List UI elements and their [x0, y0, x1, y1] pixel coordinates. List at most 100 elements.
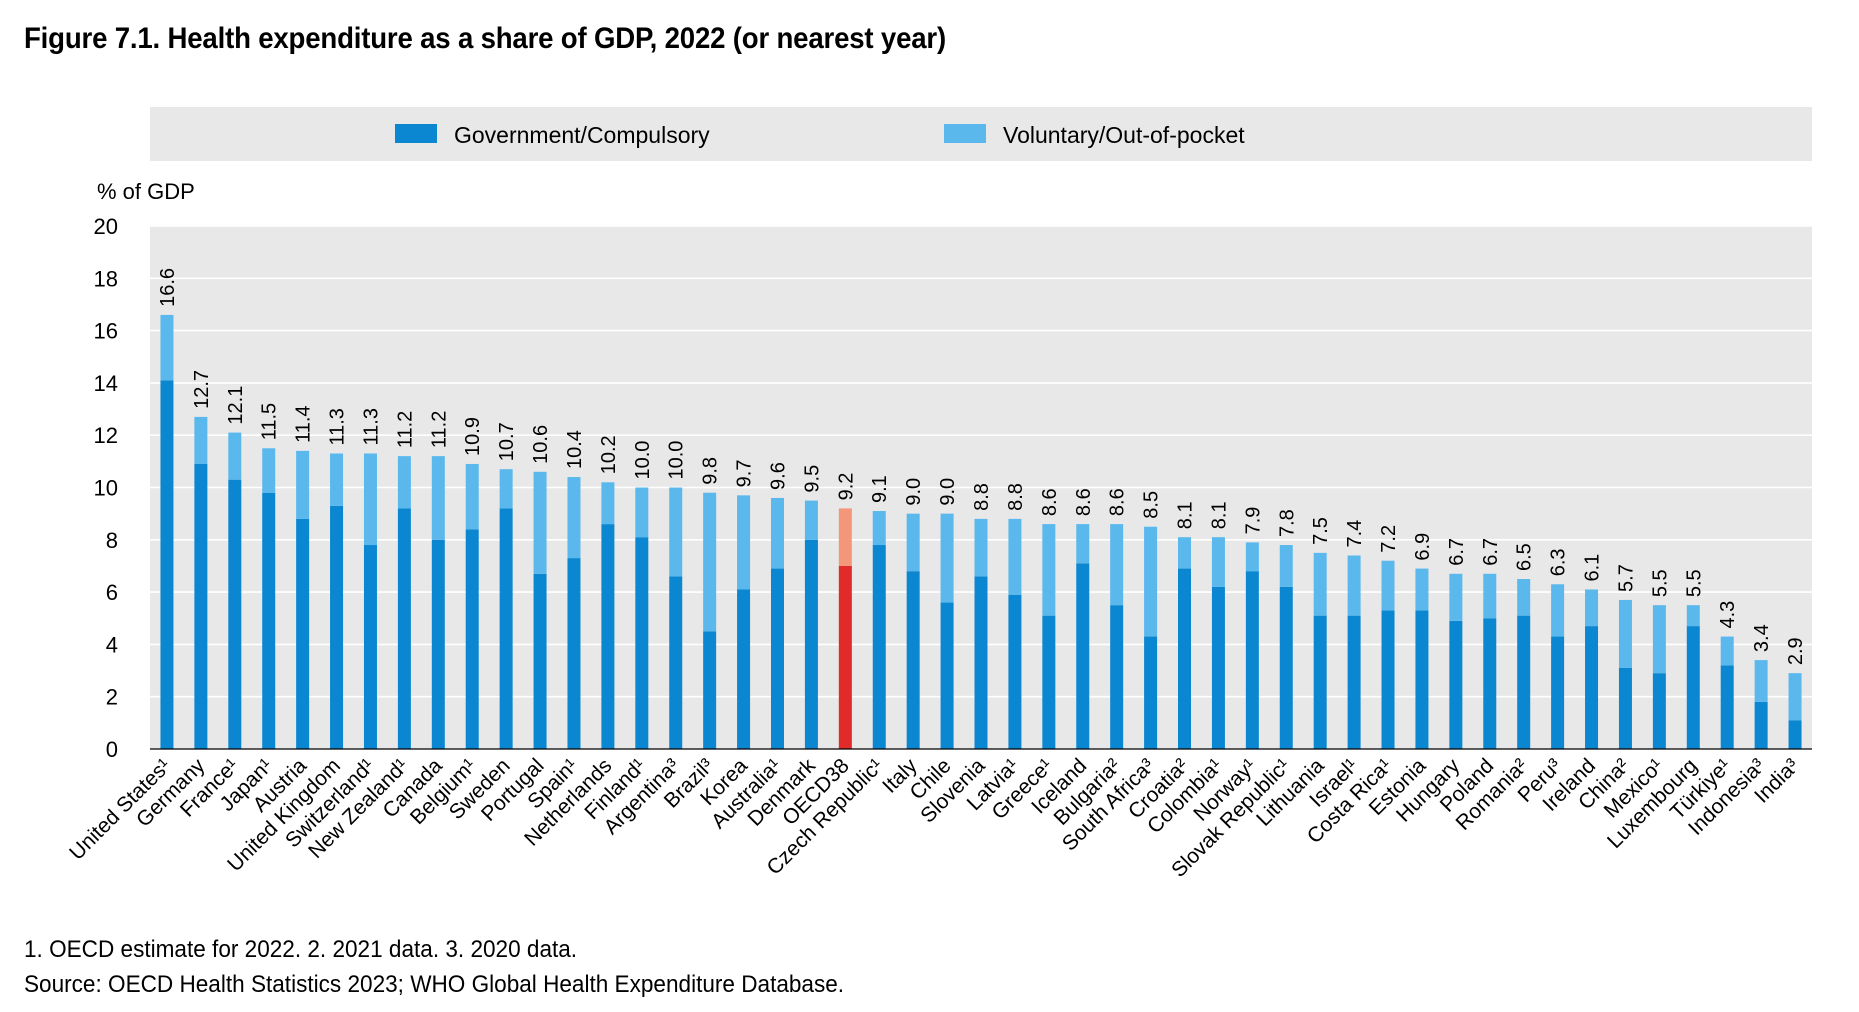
bar-voluntary-peru	[1551, 584, 1565, 637]
value-label-slovak-republic: 7.8	[1276, 509, 1298, 537]
y-tick-label-12: 12	[94, 423, 118, 448]
bar-government-t-rkiye	[1720, 665, 1734, 749]
bar-government-iceland	[1076, 563, 1090, 749]
value-label-iceland: 8.6	[1073, 488, 1095, 516]
bar-government-luxembourg	[1686, 626, 1700, 749]
value-label-united-kingdom: 11.3	[327, 408, 349, 445]
value-label-t-rkiye: 4.3	[1717, 601, 1739, 629]
value-label-oecd38: 9.2	[835, 473, 857, 501]
value-label-latvia: 8.8	[1005, 483, 1027, 511]
bar-voluntary-israel	[1347, 555, 1361, 616]
chart-title: Figure 7.1. Health expenditure as a shar…	[24, 22, 946, 55]
bar-government-south-africa	[1144, 636, 1158, 749]
y-tick-label-6: 6	[106, 580, 118, 605]
bar-government-japan	[262, 492, 276, 749]
bar-government-oecd38	[838, 565, 852, 749]
bar-government-united-states	[160, 380, 174, 749]
bar-government-united-kingdom	[330, 505, 344, 749]
bar-voluntary-austria	[296, 450, 310, 519]
bar-government-lithuania	[1313, 615, 1327, 749]
value-label-australia: 9.6	[767, 462, 789, 490]
bar-voluntary-belgium	[465, 463, 479, 530]
value-label-costa-rica: 7.2	[1378, 525, 1400, 553]
y-axis-title: % of GDP	[97, 179, 195, 204]
bar-government-mexico	[1652, 673, 1666, 749]
value-label-sweden: 10.7	[496, 422, 518, 461]
bar-voluntary-japan	[262, 448, 276, 493]
value-label-croatia: 8.1	[1175, 501, 1197, 529]
bar-government-spain	[567, 558, 581, 749]
y-tick-label-14: 14	[94, 371, 118, 396]
legend: Government/Compulsory Voluntary/Out-of-po…	[150, 107, 1812, 161]
bar-government-peru	[1551, 636, 1565, 749]
bar-voluntary-india	[1788, 673, 1802, 721]
bar-government-ireland	[1585, 626, 1599, 749]
bar-voluntary-sweden	[499, 469, 513, 509]
bar-government-bulgaria	[1110, 605, 1124, 749]
bar-government-slovenia	[974, 576, 988, 749]
bar-voluntary-denmark	[804, 500, 818, 540]
bar-government-sweden	[499, 508, 513, 749]
bar-government-germany	[194, 463, 208, 749]
value-label-belgium: 10.9	[462, 417, 484, 456]
value-label-united-states: 16.6	[157, 268, 179, 307]
bar-voluntary-colombia	[1211, 537, 1225, 587]
bar-government-argentina	[669, 576, 683, 749]
bar-government-india	[1788, 720, 1802, 749]
bar-voluntary-t-rkiye	[1720, 636, 1734, 666]
bar-voluntary-portugal	[533, 471, 547, 574]
value-label-greece: 8.6	[1039, 488, 1061, 516]
bar-voluntary-costa-rica	[1381, 560, 1395, 611]
bar-voluntary-ireland	[1585, 589, 1599, 627]
bar-voluntary-germany	[194, 416, 208, 464]
value-label-austria: 11.4	[293, 405, 315, 442]
bar-government-israel	[1347, 615, 1361, 749]
value-label-switzerland: 11.3	[360, 408, 382, 445]
value-label-luxembourg: 5.5	[1683, 569, 1705, 597]
value-label-netherlands: 10.2	[598, 435, 620, 474]
bar-government-croatia	[1178, 568, 1192, 749]
value-label-denmark: 9.5	[801, 465, 823, 493]
bar-government-belgium	[465, 529, 479, 749]
bar-voluntary-luxembourg	[1686, 605, 1700, 627]
value-label-mexico: 5.5	[1649, 569, 1671, 597]
value-label-chile: 9.0	[937, 478, 959, 506]
value-label-romania: 6.5	[1514, 543, 1536, 571]
source-note: Source: OECD Health Statistics 2023; WHO…	[24, 971, 845, 998]
bar-government-indonesia	[1754, 701, 1768, 749]
value-label-germany: 12.7	[191, 370, 213, 409]
bar-voluntary-hungary	[1449, 573, 1463, 621]
legend-label-voluntary-out-of-pocket: Voluntary/Out-of-pocket	[1003, 122, 1245, 148]
bar-government-korea	[737, 589, 751, 749]
bar-government-australia	[770, 568, 784, 749]
bar-government-estonia	[1415, 610, 1429, 749]
bar-government-austria	[296, 518, 310, 749]
bar-voluntary-italy	[906, 513, 920, 572]
bar-voluntary-chile	[940, 513, 954, 603]
y-tick-label-20: 20	[94, 214, 118, 239]
legend-label-government-compulsory: Government/Compulsory	[454, 122, 710, 148]
value-label-france: 12.1	[225, 386, 247, 425]
bar-voluntary-new-zealand	[397, 456, 411, 509]
bar-government-chile	[940, 602, 954, 749]
value-label-finland: 10.0	[632, 441, 654, 480]
bar-government-portugal	[533, 573, 547, 749]
bar-government-netherlands	[601, 524, 615, 749]
bar-government-greece	[1042, 615, 1056, 749]
bar-voluntary-poland	[1483, 573, 1497, 619]
bar-government-brazil	[703, 631, 717, 749]
value-label-bulgaria: 8.6	[1107, 488, 1129, 516]
bar-voluntary-latvia	[1008, 518, 1022, 595]
bar-voluntary-iceland	[1076, 524, 1090, 564]
bar-government-norway	[1245, 571, 1259, 749]
bar-voluntary-lithuania	[1313, 552, 1327, 616]
bar-voluntary-greece	[1042, 524, 1056, 616]
value-label-brazil: 9.8	[700, 457, 722, 485]
bar-voluntary-slovenia	[974, 518, 988, 577]
bar-government-france	[228, 479, 242, 749]
bar-government-denmark	[804, 539, 818, 749]
bar-government-costa-rica	[1381, 610, 1395, 749]
bar-government-poland	[1483, 618, 1497, 749]
value-label-korea: 9.7	[734, 460, 756, 488]
